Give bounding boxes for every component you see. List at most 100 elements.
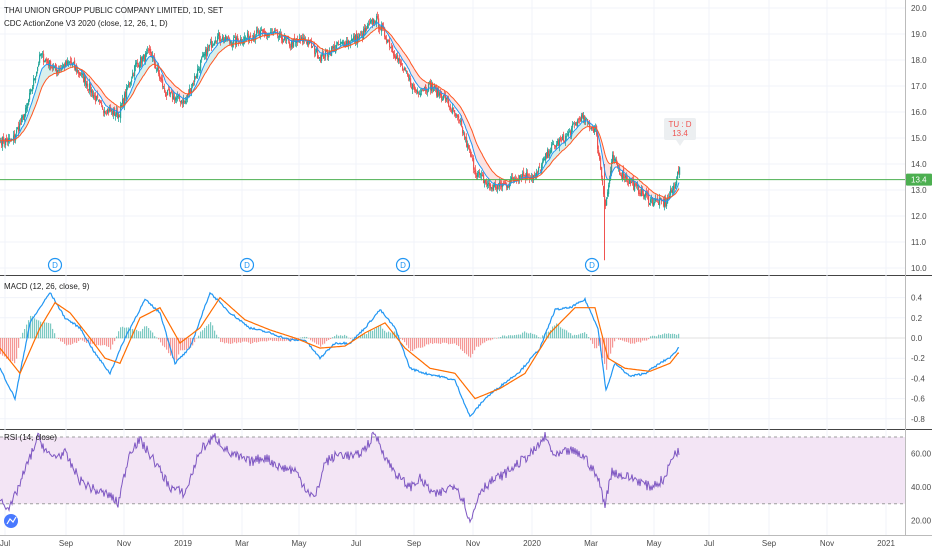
zone-fill [96,83,97,93]
zone-fill [548,159,549,167]
candle-body [418,92,420,94]
candle-body [615,159,617,161]
candle-body [487,183,489,187]
zone-fill [71,64,72,68]
zone-fill [377,22,378,29]
zone-fill [110,100,111,109]
candle-body [154,57,156,65]
macd-tick-label: -0.4 [911,374,925,383]
zone-fill [615,162,616,168]
zone-fill [403,51,404,62]
candle-body [148,49,150,51]
zone-fill [575,129,576,138]
candle-body [346,41,348,47]
zone-fill [665,197,666,202]
rsi-line [0,431,680,524]
zone-fill [406,55,407,67]
histogram-bar [202,330,204,339]
histogram-bar [24,329,26,339]
candle-body [356,33,358,43]
histogram-bar [666,333,668,339]
candle-body [112,111,114,115]
candle-body [53,66,55,68]
candle-body [111,109,113,111]
candle-body [359,34,361,37]
zone-fill [136,75,137,88]
candle-body [455,113,457,117]
candle-body [56,68,58,73]
candle-body [68,62,70,64]
histogram-bar [206,325,208,339]
candle-body [391,46,393,48]
histogram-bar [262,338,264,342]
zone-fill [640,181,641,188]
zone-fill [657,194,658,201]
histogram-bar [64,338,66,344]
zone-fill [422,79,423,89]
candle-body [476,174,478,178]
candle-body [520,175,522,177]
zone-fill [218,42,219,54]
candle-body [457,114,459,117]
candle-body [88,89,90,90]
candle-body [177,96,179,98]
candle-body [575,123,577,126]
dividend-letter: D [52,261,58,270]
histogram-bar [396,332,398,339]
candle-body [367,24,369,29]
candle-body [628,182,630,184]
candle-body [653,202,655,207]
candle-body [308,41,310,46]
candle-body [180,100,182,103]
candle-body [21,116,23,122]
zone-fill [646,185,647,193]
candle-body [539,167,541,169]
histogram-bar [242,338,244,342]
candle-body [194,76,196,82]
histogram-bar [506,336,508,339]
histogram-bar [404,338,406,343]
zone-fill [43,66,44,86]
zone-fill [47,64,48,79]
zone-fill [459,105,460,114]
candle-body [27,103,29,109]
candle-body [17,127,19,130]
candle-body [318,57,320,59]
candle-body [616,159,618,164]
candle-body [101,102,103,105]
candle-body [292,40,294,48]
candle-body [39,54,41,63]
histogram-bar [234,338,236,343]
histogram-bar [224,338,226,344]
candle-body [158,66,160,74]
macd-tick-label: -0.8 [911,415,925,424]
candle-body [349,40,351,44]
candle-body [79,72,81,76]
candle-body [416,89,418,92]
zone-fill [493,171,494,184]
histogram-bar [118,331,120,339]
histogram-bar [294,338,296,341]
candle-body [503,182,505,185]
histogram-bar [52,328,54,339]
histogram-bar [20,337,22,339]
zone-fill [137,73,138,86]
candle-body [30,89,32,95]
zone-fill [572,132,573,142]
x-tick-label: Mar [235,539,249,548]
zone-fill [629,171,630,178]
candle-body [371,19,373,22]
candle-body [549,153,551,157]
candle-body [464,132,466,140]
candle-body [103,111,105,113]
zone-fill [554,150,555,160]
zone-fill [413,66,414,80]
histogram-bar [156,337,158,339]
zone-fill [93,80,94,89]
zone-fill [224,40,225,49]
candle-body [146,52,148,55]
candle-body [445,95,447,102]
candle-body [524,175,526,177]
zone-fill [33,95,34,112]
zone-fill [584,121,585,129]
